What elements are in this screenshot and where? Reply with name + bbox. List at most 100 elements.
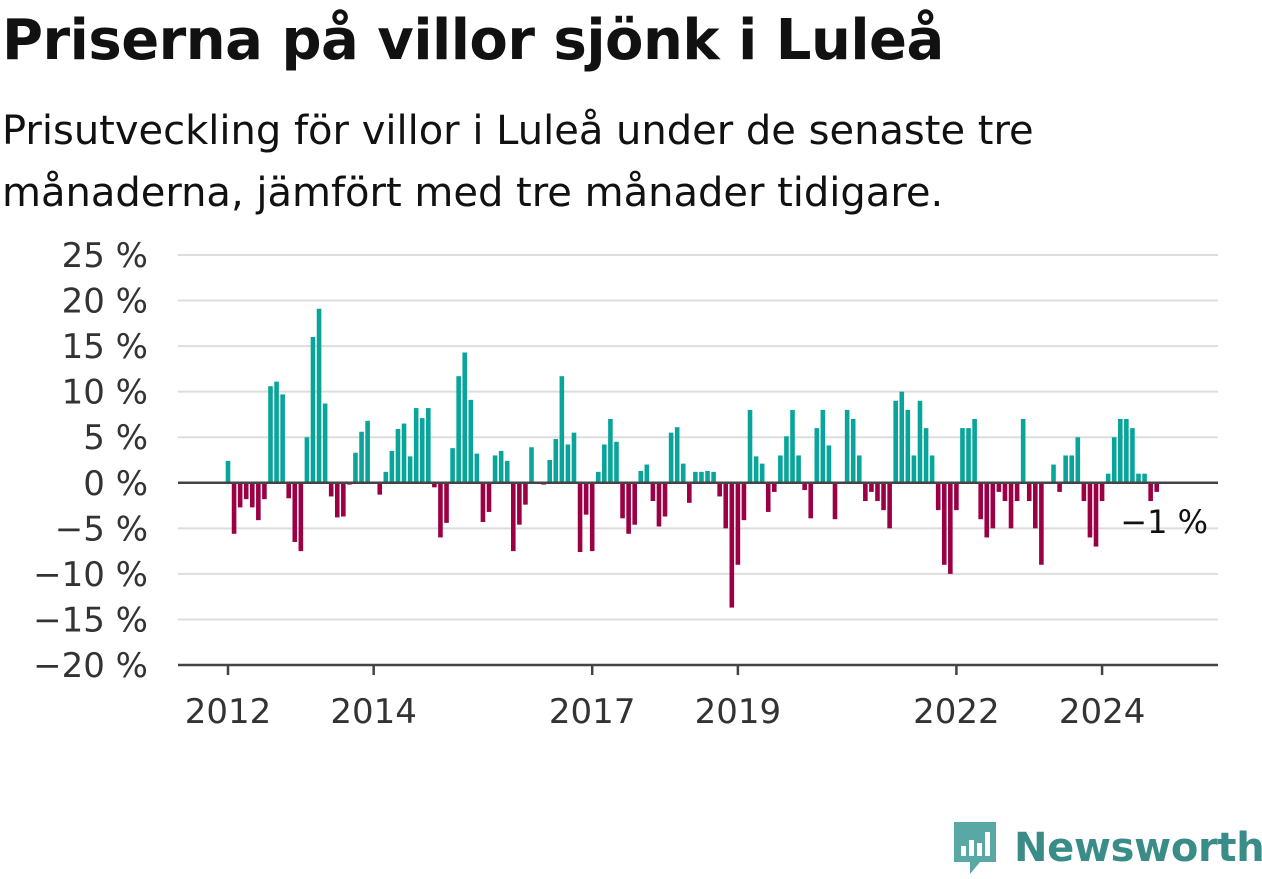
bar: [243, 482, 249, 500]
bar: [650, 482, 656, 501]
bar: [948, 482, 953, 574]
bar: [413, 408, 419, 483]
bar: [334, 482, 340, 518]
newsworthy-logo-icon: [954, 822, 996, 874]
y-tick-label: 15 %: [62, 327, 148, 367]
bar: [626, 482, 631, 534]
bar: [814, 428, 820, 483]
bar: [1069, 455, 1075, 483]
bar: [1057, 482, 1062, 492]
bar: [1051, 464, 1056, 483]
bar: [401, 423, 407, 483]
bar: [990, 482, 996, 529]
bar: [656, 482, 662, 527]
bar: [498, 450, 504, 483]
bar: [662, 482, 668, 517]
bar: [1105, 473, 1111, 483]
bar-series: [225, 308, 1160, 608]
bar: [753, 456, 759, 483]
bar: [923, 428, 929, 483]
bar: [262, 482, 267, 500]
bar: [462, 352, 468, 483]
bar: [438, 482, 443, 538]
bar: [237, 482, 243, 508]
bar: [553, 439, 559, 483]
bar: [705, 470, 710, 483]
x-tick-label: 2014: [330, 692, 417, 732]
bar: [341, 482, 346, 517]
bar: [298, 482, 304, 552]
bar: [935, 482, 941, 511]
brand-name: Newsworthy: [1014, 825, 1262, 871]
bar: [322, 403, 328, 483]
bar: [1154, 482, 1160, 492]
bar: [741, 482, 747, 521]
bar: [869, 482, 874, 492]
bar: [492, 455, 498, 483]
bar: [565, 444, 571, 483]
bar-chart: 25 % 20 % 15 % 10 % 5 % 0 % −5 % −10 % −15 % −20 …: [33, 236, 1218, 732]
bar: [808, 482, 814, 519]
bar: [820, 409, 826, 483]
bar: [395, 429, 401, 483]
bar: [280, 394, 285, 483]
bar: [547, 460, 553, 483]
bar: [353, 452, 358, 483]
y-tick-label: −10 %: [33, 555, 148, 595]
bar: [1039, 482, 1044, 565]
bar: [850, 419, 856, 483]
bar: [1020, 419, 1026, 483]
y-tick-label: 10 %: [62, 373, 148, 413]
bar: [1124, 419, 1129, 483]
bar: [1026, 482, 1032, 501]
bar: [559, 376, 565, 483]
chart-subtitle: Prisutveckling för villor i Luleå under …: [2, 108, 1034, 216]
bar: [1008, 482, 1014, 529]
y-tick-label: 5 %: [83, 418, 148, 458]
bar: [996, 482, 1002, 492]
bar: [468, 399, 474, 483]
bar: [929, 455, 935, 483]
bar: [832, 482, 838, 520]
bar: [419, 418, 425, 483]
bar: [225, 460, 231, 483]
bar: [359, 431, 364, 483]
bar: [620, 482, 625, 519]
bar: [523, 482, 528, 505]
bar: [583, 482, 589, 515]
bar: [693, 471, 698, 483]
bar: [1081, 482, 1087, 501]
bar: [1087, 482, 1093, 538]
y-tick-label: −20 %: [33, 646, 148, 686]
bar: [529, 447, 534, 483]
bar: [1075, 437, 1081, 483]
bar: [377, 482, 383, 495]
bar: [844, 409, 850, 483]
y-tick-label: 25 %: [62, 236, 148, 276]
bar: [917, 400, 923, 483]
bar: [881, 482, 886, 511]
bar: [984, 482, 990, 538]
bar: [1002, 482, 1008, 501]
bar: [790, 409, 795, 483]
bar: [365, 420, 370, 483]
bar: [941, 482, 947, 565]
bar: [911, 455, 917, 483]
bar: [747, 409, 753, 483]
bar: [231, 482, 237, 534]
bar: [602, 444, 607, 483]
bar: [802, 482, 807, 491]
bar: [1136, 473, 1141, 483]
bar: [517, 482, 522, 525]
bar: [432, 482, 437, 488]
bar: [486, 482, 492, 512]
bar: [1142, 473, 1147, 483]
bar: [893, 400, 898, 483]
bar: [256, 482, 261, 521]
bar: [310, 337, 316, 483]
bar: [723, 482, 729, 529]
bar: [905, 409, 911, 483]
last-value-label: −1 %: [1120, 503, 1208, 541]
y-tick-label: 20 %: [62, 282, 148, 322]
bar: [875, 482, 880, 501]
